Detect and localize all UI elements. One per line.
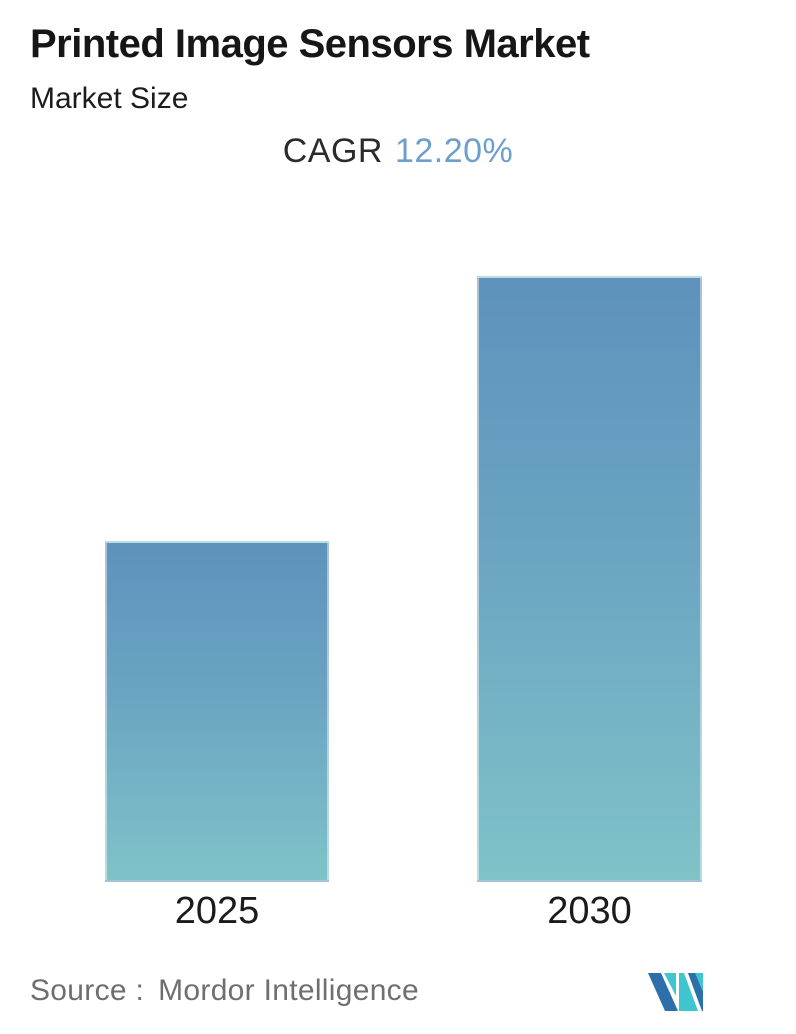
page-title: Printed Image Sensors Market <box>30 22 590 66</box>
cagr-line: CAGR 12.20% <box>0 132 796 171</box>
source-attribution: Source : Mordor Intelligence <box>30 974 419 1008</box>
x-axis-label-2025: 2025 <box>174 890 260 932</box>
cagr-label: CAGR <box>282 132 383 170</box>
bar-2025 <box>105 541 329 882</box>
x-axis-label-2030: 2030 <box>547 890 632 932</box>
bar-2030 <box>477 276 702 882</box>
mordor-intelligence-logo <box>648 973 703 1011</box>
cagr-value: 12.20% <box>394 132 514 170</box>
page-subtitle: Market Size <box>30 82 189 115</box>
source-label: Source : <box>30 974 145 1007</box>
source-value: Mordor Intelligence <box>158 974 419 1007</box>
